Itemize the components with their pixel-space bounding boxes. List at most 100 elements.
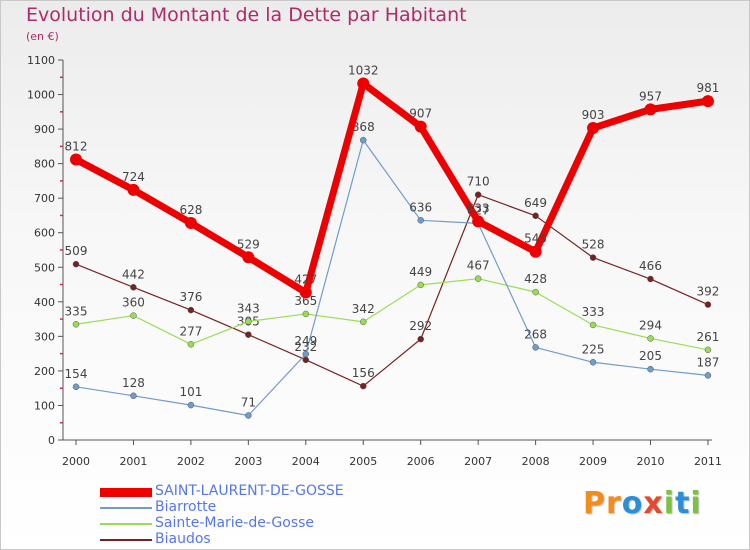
data-point (72, 321, 80, 328)
data-label: 628 (179, 203, 202, 217)
data-label: 509 (65, 244, 88, 258)
data-point (245, 318, 252, 325)
y-tick-label: 200 (34, 365, 55, 378)
data-point (302, 350, 310, 358)
data-label: 1032 (348, 63, 379, 77)
x-tick-label: 2011 (694, 455, 722, 468)
data-point (474, 275, 482, 282)
logo-letter: o (621, 486, 644, 521)
x-tick-label: 2000 (62, 455, 90, 468)
data-label: 154 (65, 367, 88, 381)
y-tick-label: 900 (34, 123, 55, 136)
data-label: 71 (241, 395, 256, 409)
data-point (187, 341, 195, 348)
series-line (75, 278, 709, 351)
data-point (302, 310, 310, 318)
data-point (472, 215, 485, 228)
chart-title: Evolution du Montant de la Dette par Hab… (26, 4, 467, 26)
logo-letter: i (690, 486, 702, 521)
legend-swatch (100, 487, 152, 497)
data-point (130, 312, 137, 319)
data-label: 365 (294, 294, 317, 308)
logo-letter: t (675, 486, 691, 521)
data-label: 428 (524, 272, 547, 286)
proxiti-logo: Proxiti (583, 486, 702, 521)
data-point (360, 318, 367, 326)
data-point (360, 382, 367, 390)
data-point (414, 120, 427, 133)
x-tick-label: 2006 (407, 455, 435, 468)
data-point (187, 401, 195, 409)
data-point (587, 122, 600, 135)
data-label: 232 (294, 340, 317, 354)
data-point (589, 359, 597, 366)
y-tick-label: 500 (34, 261, 55, 274)
data-point (647, 275, 654, 283)
data-point (357, 77, 370, 90)
data-label: 292 (409, 319, 432, 333)
data-label: 528 (582, 238, 605, 252)
data-label: 710 (467, 175, 490, 189)
data-point (302, 356, 310, 364)
data-point (529, 245, 542, 258)
data-label: 529 (237, 237, 260, 251)
data-label: 249 (294, 334, 317, 348)
logo-letter: x (643, 486, 664, 521)
data-label: 335 (65, 304, 88, 318)
data-label: 294 (639, 318, 662, 332)
data-point (417, 335, 424, 343)
data-point (532, 288, 539, 296)
legend-label: Biaudos (155, 531, 211, 547)
y-tick-label: 1000 (27, 89, 55, 102)
x-tick-label: 2001 (119, 455, 147, 468)
data-label: 156 (352, 366, 375, 380)
data-point (184, 217, 197, 230)
x-tick-label: 2004 (292, 455, 320, 468)
data-label: 636 (409, 200, 432, 214)
data-label: 449 (409, 265, 432, 279)
data-label: 225 (582, 342, 605, 356)
data-point (130, 392, 137, 400)
data-label: 427 (294, 272, 317, 286)
data-label: 907 (409, 107, 432, 121)
x-tick-label: 2010 (637, 455, 665, 468)
data-point (474, 191, 482, 198)
data-label: 868 (352, 120, 375, 134)
chart-unit-label: (en €) (26, 30, 59, 43)
data-label: 101 (179, 385, 202, 399)
series-line (72, 79, 712, 296)
x-tick-label: 2002 (177, 455, 205, 468)
data-point (647, 365, 654, 373)
legend-label: Biarrotte (155, 499, 217, 515)
data-point (532, 344, 539, 351)
y-tick-label: 600 (34, 227, 55, 240)
data-label: 268 (524, 327, 547, 341)
data-point (127, 183, 140, 196)
data-label: 812 (65, 139, 88, 153)
data-label: 205 (639, 349, 662, 363)
logo-letter: i (663, 486, 676, 521)
data-label: 442 (122, 267, 145, 281)
data-point (701, 95, 714, 108)
data-point (245, 331, 252, 338)
x-tick-label: 2009 (579, 455, 607, 468)
data-label: 724 (122, 170, 145, 184)
y-tick-label: 1100 (27, 54, 55, 67)
data-label: 466 (639, 259, 662, 273)
data-point (130, 284, 137, 291)
x-tick-label: 2008 (522, 455, 550, 468)
data-point (70, 153, 82, 166)
legend-swatch (100, 507, 152, 509)
x-tick-label: 2003 (234, 455, 262, 468)
data-label: 392 (696, 285, 719, 299)
legend-swatch (100, 539, 152, 541)
data-point (72, 260, 80, 268)
data-point (704, 301, 712, 308)
data-point (589, 254, 597, 261)
y-tick-label: 800 (34, 158, 55, 171)
logo-letter: r (606, 486, 622, 521)
data-point (704, 372, 712, 379)
y-tick-label: 300 (34, 330, 55, 343)
y-tick-label: 0 (48, 434, 55, 447)
